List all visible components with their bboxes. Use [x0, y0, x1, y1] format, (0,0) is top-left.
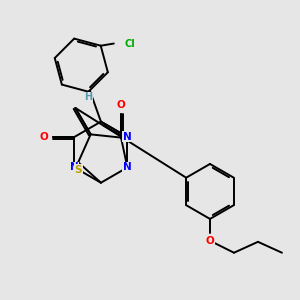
Text: H: H — [84, 92, 92, 102]
Text: O: O — [40, 132, 48, 142]
Text: N: N — [123, 162, 132, 172]
Text: Cl: Cl — [125, 38, 136, 49]
Text: N: N — [70, 162, 79, 172]
Text: N: N — [123, 132, 132, 142]
Text: S: S — [74, 165, 82, 175]
Text: O: O — [117, 100, 125, 110]
Text: O: O — [206, 236, 214, 246]
